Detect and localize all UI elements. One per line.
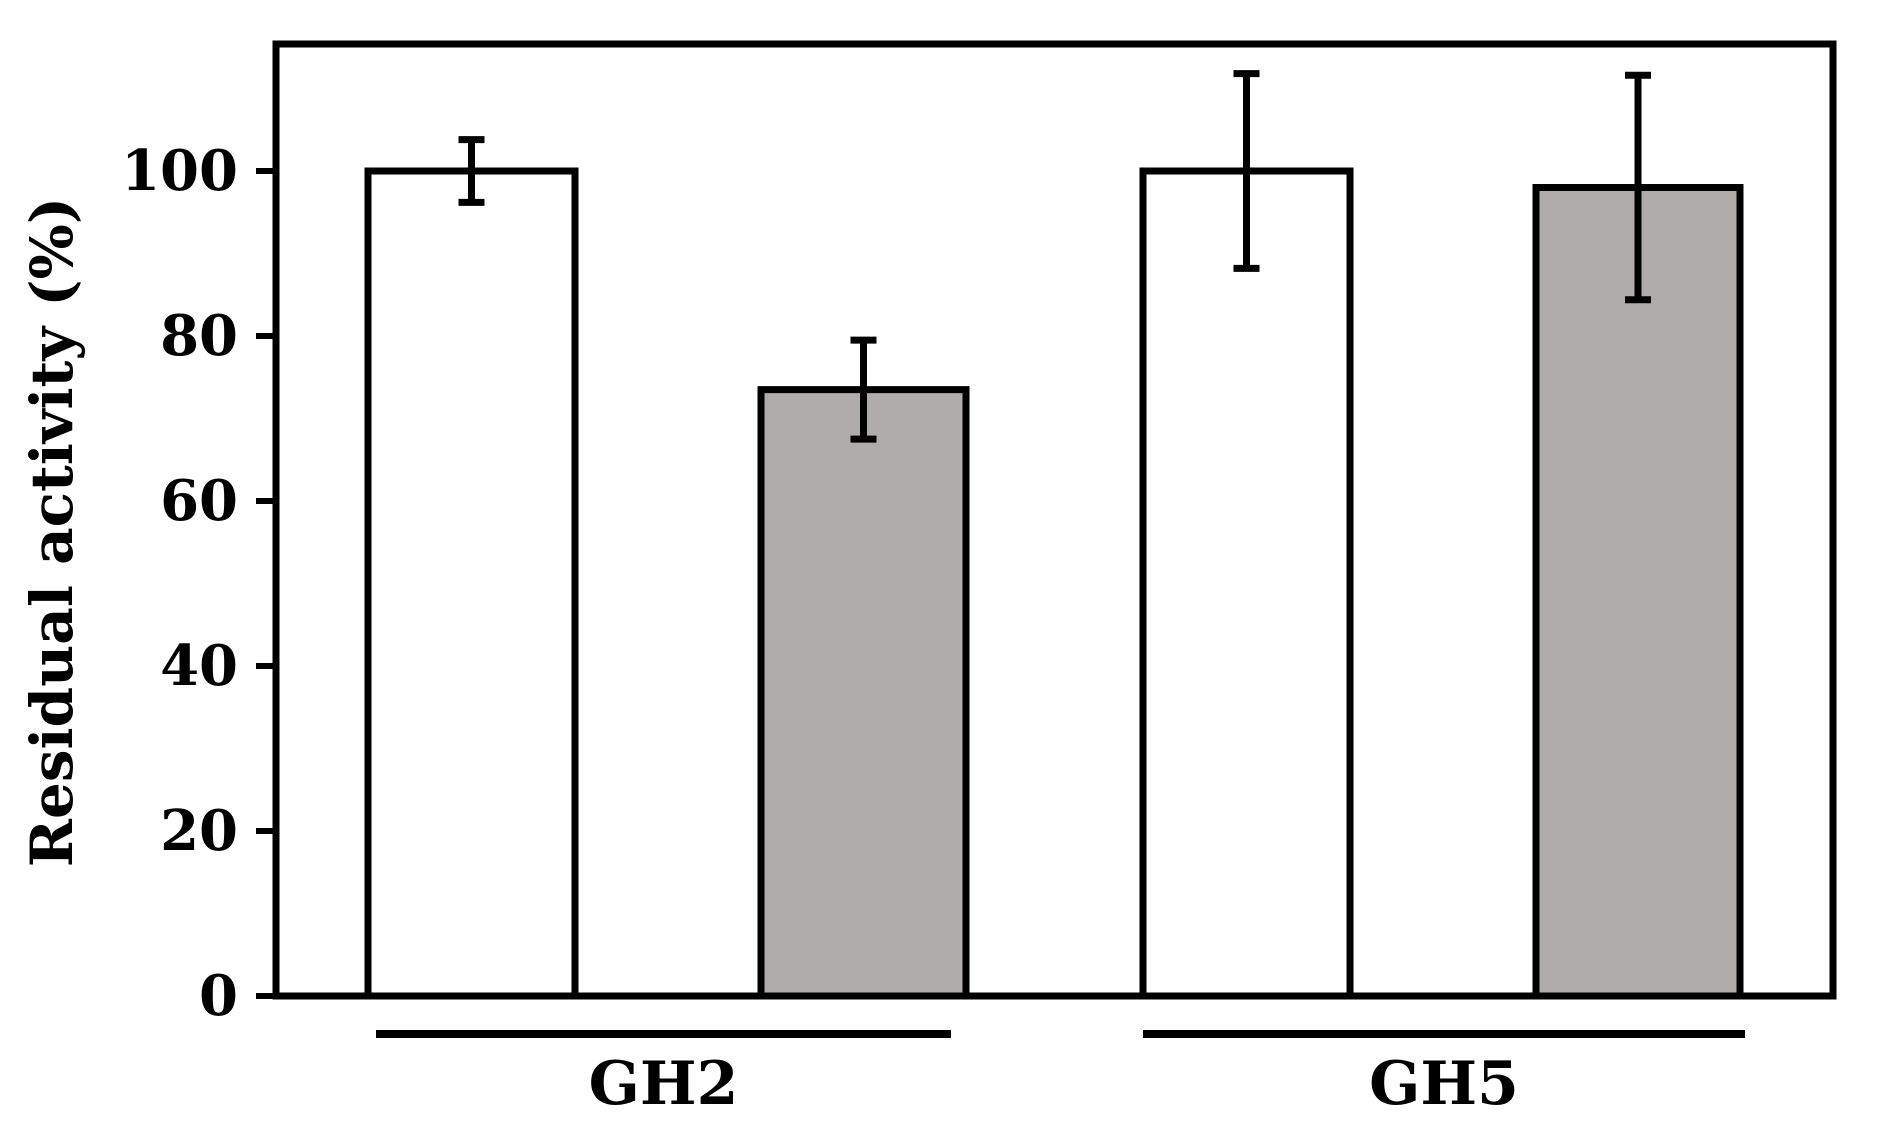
y-tick-label-40: 40 bbox=[160, 633, 238, 699]
group-label-gh2: GH2 bbox=[589, 1049, 739, 1119]
bar-gh5-2 bbox=[1532, 184, 1744, 1000]
y-tick-label-60: 60 bbox=[160, 468, 238, 534]
error-bar-gh2-1 bbox=[458, 136, 485, 206]
plot-frame bbox=[272, 40, 1837, 1000]
group-labels: GH2 GH5 bbox=[376, 1030, 1745, 1119]
y-tick-label-20: 20 bbox=[160, 798, 238, 864]
bars bbox=[364, 167, 1744, 1000]
bar-gh5-1 bbox=[1139, 167, 1354, 1000]
error-bars bbox=[458, 70, 1651, 443]
y-axis-ticks: 0 20 40 60 80 100 bbox=[121, 138, 276, 1029]
bar-gh2-2 bbox=[757, 386, 970, 1000]
y-tick-label-100: 100 bbox=[121, 138, 238, 204]
y-axis-title: Residual activity (%) bbox=[18, 197, 86, 867]
group-label-gh5: GH5 bbox=[1369, 1049, 1519, 1119]
y-tick-label-0: 0 bbox=[199, 963, 238, 1029]
error-bar-gh2-2 bbox=[850, 336, 877, 443]
bar-gh2-1 bbox=[364, 167, 579, 1000]
error-bar-gh5-2 bbox=[1625, 71, 1651, 304]
y-tick-label-80: 80 bbox=[160, 303, 238, 369]
error-bar-gh5-1 bbox=[1233, 70, 1260, 272]
